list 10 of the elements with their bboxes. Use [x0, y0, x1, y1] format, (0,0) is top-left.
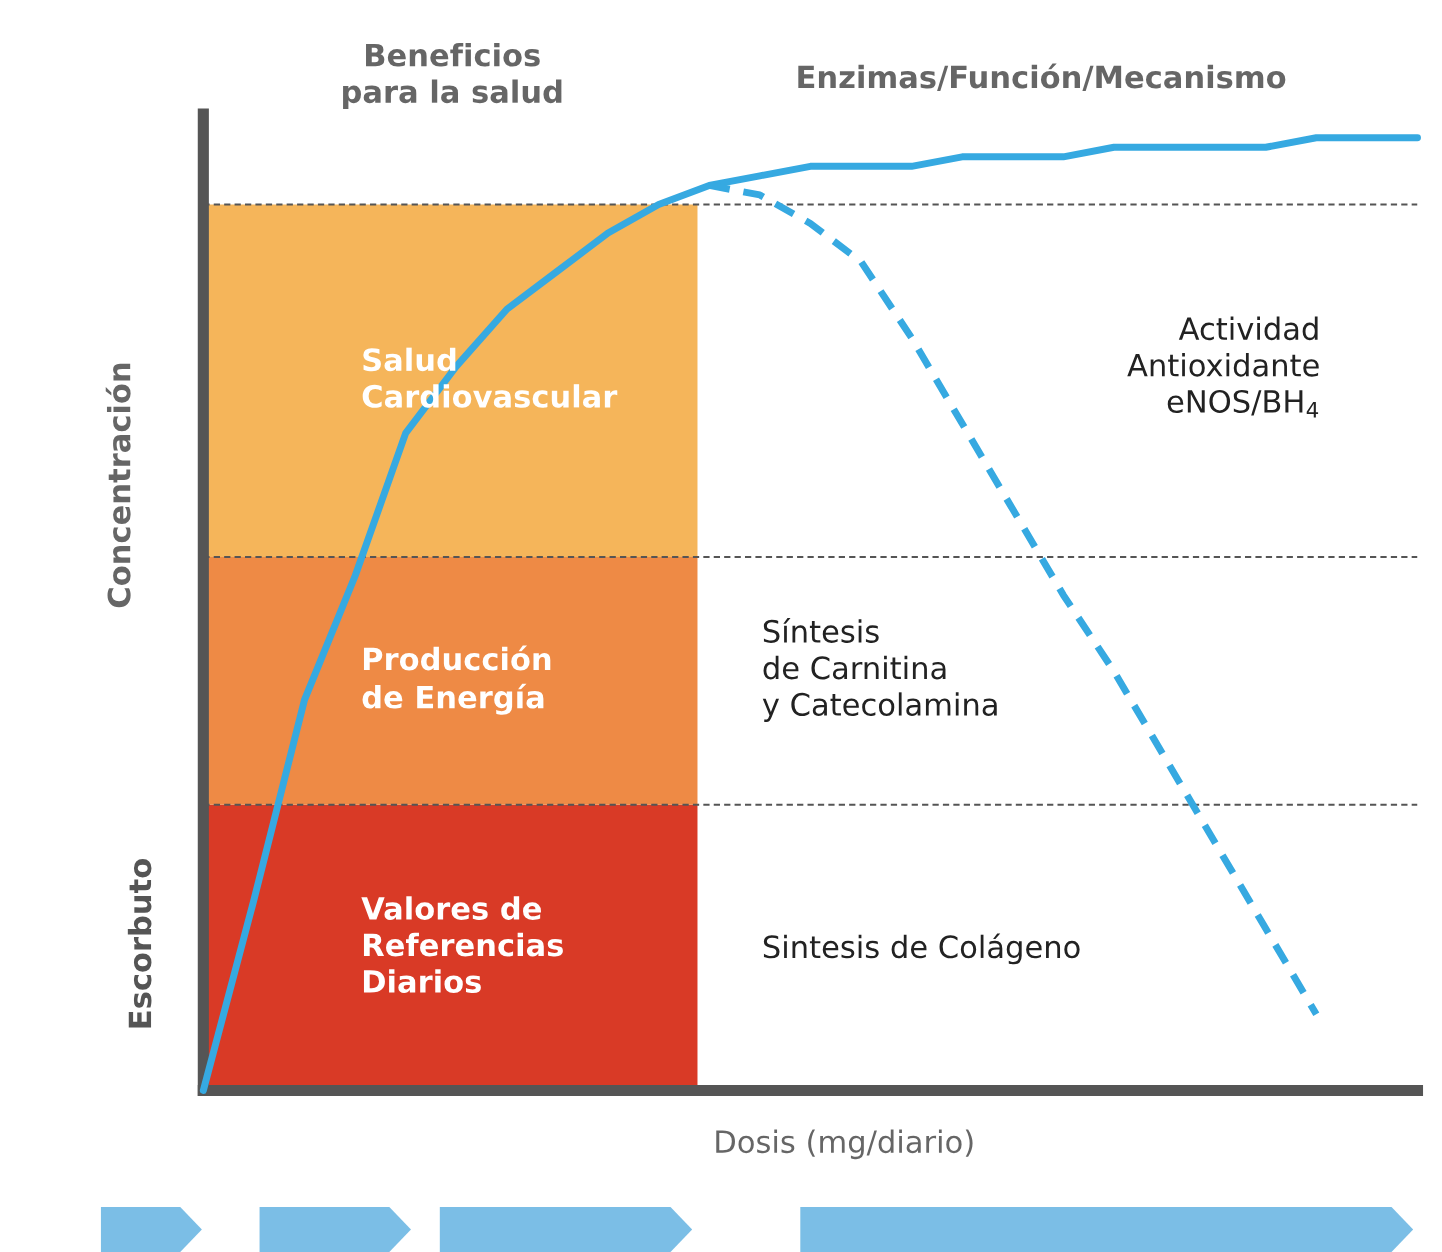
band-label: Producción de Energía — [362, 645, 551, 715]
text: Escorbuto — [127, 859, 152, 1028]
band-label: Valores de Referencias Diarios — [361, 896, 563, 993]
annotation: Actividad Antioxidante eNOS/BH$_{4}$ — [1127, 316, 1319, 418]
text: Enzimas/Función/Mecanismo — [798, 63, 1286, 91]
x-axis-title: Dosis (mg/diario) — [716, 1129, 973, 1160]
y-axis-title: Concentración — [105, 363, 131, 608]
text: Beneficios para la salud — [343, 42, 562, 110]
annotation: Sintesis de Colágeno — [763, 933, 1080, 965]
annotation: Síntesis de Carnitina y Catecolamina — [762, 618, 997, 722]
